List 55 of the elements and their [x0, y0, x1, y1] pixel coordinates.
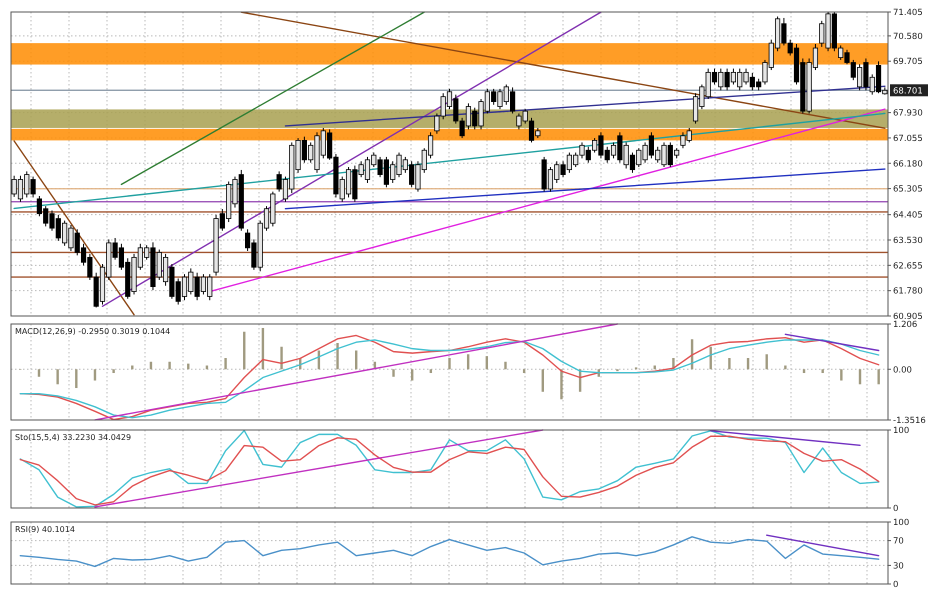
y-tick-label: 62.655	[893, 261, 923, 272]
bar	[243, 332, 246, 370]
bar	[766, 354, 768, 370]
y-tick-label: 100	[893, 518, 910, 528]
bar	[877, 369, 880, 384]
bar	[150, 362, 152, 370]
bar	[187, 364, 190, 370]
bar	[75, 369, 78, 388]
bar	[280, 346, 283, 370]
y-tick-label: 60.905	[893, 312, 923, 322]
bar	[131, 366, 134, 370]
chart-title: Sto(15,5,4) 33.2230 34.0429	[15, 433, 132, 442]
bar	[206, 366, 208, 370]
bar	[56, 369, 59, 384]
bar	[430, 369, 432, 374]
y-tick-label: 71.405	[893, 8, 923, 18]
line-series	[20, 536, 880, 568]
y-tick-label: 61.780	[893, 286, 923, 297]
bar	[840, 369, 843, 381]
y-tick-label: 1.206	[893, 320, 918, 330]
bar	[486, 356, 488, 370]
bar	[410, 369, 414, 381]
bar	[710, 346, 712, 370]
y-tick-label: 100	[893, 426, 910, 436]
bar	[224, 358, 227, 370]
ref-line-label: 68.701	[893, 86, 923, 96]
y-tick-label: -1.3516	[893, 416, 926, 426]
bar	[654, 366, 656, 370]
bar	[728, 358, 731, 370]
bar	[466, 354, 470, 370]
bar	[784, 366, 787, 370]
chart-title: RSI(9) 40.1014	[15, 525, 75, 534]
y-tick-label: 0	[893, 504, 898, 514]
bar	[522, 369, 526, 374]
y-tick-label: 64.405	[893, 210, 923, 221]
chart-title: MACD(12,26,9) -0.2950 0.3019 0.1044	[15, 327, 170, 336]
y-tick-label: 67.055	[893, 134, 923, 144]
bar	[318, 350, 320, 370]
y-tick-label: 70	[893, 536, 904, 547]
y-tick-label: 0.00	[893, 365, 912, 376]
bar	[542, 369, 544, 392]
y-tick-label: 65.305	[893, 184, 923, 195]
y-tick-label: 63.530	[893, 236, 923, 246]
bar	[746, 358, 750, 370]
bar	[355, 350, 358, 370]
y-tick-label: 30	[893, 561, 904, 572]
bar	[112, 369, 115, 374]
y-tick-label: 69.705	[893, 57, 923, 68]
y-tick-label: 67.930	[893, 108, 923, 119]
y-tick-label: 0	[893, 580, 898, 590]
bar	[262, 328, 264, 370]
bar	[168, 362, 171, 370]
y-tick-label: 66.180	[893, 159, 923, 170]
y-tick-label: 70.580	[893, 32, 923, 42]
bar	[821, 369, 824, 374]
